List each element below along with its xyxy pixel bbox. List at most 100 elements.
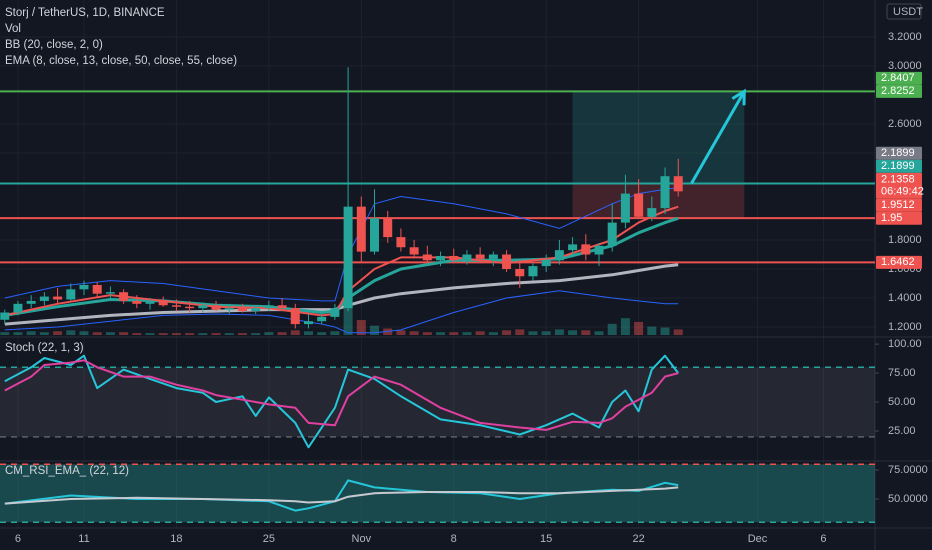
candle-body (330, 308, 340, 317)
candle-body (224, 308, 234, 310)
candle-body (343, 206, 353, 309)
candle-body (26, 300, 36, 304)
volume-bar (475, 331, 485, 335)
volume-bar (502, 330, 512, 335)
candle-body (237, 308, 247, 312)
candle-body (145, 300, 155, 304)
x-tick-label: 25 (263, 533, 275, 545)
volume-bar (462, 332, 472, 335)
candle-body (581, 244, 591, 255)
volume-bar (409, 331, 419, 335)
price-badge (876, 211, 922, 225)
candle-body (568, 244, 578, 251)
indicator-label: Vol (5, 23, 21, 35)
oscillator-line (4, 354, 679, 449)
candle-body (422, 254, 432, 261)
volume-bar (105, 332, 115, 335)
indicator-label: EMA (8, close, 13, close, 50, close, 55,… (5, 55, 237, 67)
candle-body (317, 316, 327, 322)
candle-body (515, 269, 525, 277)
volume-bar (317, 332, 327, 335)
price-badge-label: 2.1358 (881, 174, 915, 186)
candle-body (185, 306, 195, 309)
y-tick-label: 100.00 (888, 338, 922, 350)
price-badge-label: 1.9512 (881, 199, 915, 211)
volume-bar (290, 330, 300, 335)
candle-body (356, 206, 366, 252)
indicator-line (4, 263, 679, 326)
volume-bar (158, 333, 168, 335)
candle-body (211, 305, 221, 310)
volume-bar (436, 332, 446, 335)
candle-body (502, 254, 512, 270)
y-tick-label: 25.00 (888, 425, 916, 437)
volume-bar (26, 331, 36, 335)
volume-bar (594, 331, 604, 335)
volume-bar (620, 318, 630, 335)
price-badge (876, 146, 922, 160)
indicator-label: BB (20, close, 2, 0) (5, 39, 103, 51)
volume-bar (132, 333, 142, 335)
candle-body (488, 254, 498, 259)
candle-body (53, 296, 63, 300)
volume-bar (647, 326, 657, 335)
price-badge-label: 1.95 (881, 212, 902, 224)
x-tick-label: Dec (748, 533, 768, 545)
volume-bar (396, 330, 406, 335)
position-arrow (690, 90, 746, 185)
y-tick-label: 3.2000 (888, 31, 922, 43)
x-tick-label: 18 (170, 533, 182, 545)
candle-body (634, 193, 644, 217)
y-tick-label: 50.00 (888, 396, 916, 408)
candle-body (0, 312, 10, 320)
candle-body (660, 176, 670, 209)
y-tick-label: 75.00 (888, 367, 916, 379)
volume-bar (449, 332, 459, 335)
volume-bar (581, 330, 591, 335)
volume-bar (79, 331, 89, 335)
volume-bar (673, 329, 683, 335)
x-tick-label: 11 (78, 533, 89, 545)
volume-bar (541, 331, 551, 335)
candle-body (132, 300, 142, 304)
candle-body (251, 308, 261, 312)
band-fill (0, 367, 875, 437)
candle-body (541, 260, 551, 267)
x-tick-label: 6 (15, 533, 21, 545)
volume-bar (145, 333, 155, 335)
candle-body (409, 247, 419, 255)
pane-title: Stoch (22, 1, 3) (5, 342, 84, 354)
indicator-line (4, 290, 679, 334)
candle-body (462, 254, 472, 261)
price-badge (876, 159, 922, 173)
volume-bar (224, 333, 234, 335)
price-badge-label: 1.6462 (881, 256, 915, 268)
volume-bar (185, 333, 195, 335)
volume-bar (198, 333, 208, 335)
price-badge-label: 2.8407 (881, 72, 915, 84)
countdown-label: 06:49:42 (881, 186, 924, 198)
x-tick-label: 15 (540, 533, 552, 545)
volume-bar (171, 333, 181, 335)
candle-body (66, 289, 76, 300)
price-badge-label: 2.8252 (881, 85, 915, 97)
candle-body (13, 303, 23, 313)
volume-bar (528, 331, 538, 335)
volume-bar (488, 332, 498, 335)
candle-body (290, 308, 300, 325)
candle-body (171, 305, 181, 307)
candle-body (647, 208, 657, 217)
volume-bar (370, 325, 380, 335)
price-badge (876, 198, 922, 212)
volume-bar (554, 329, 564, 335)
chart-title: Storj / TetherUS, 1D, BINANCE (5, 7, 165, 19)
volume-bar (660, 327, 670, 335)
candle-body (264, 305, 274, 309)
volume-bar (343, 307, 353, 335)
volume-bar (303, 331, 313, 335)
candle-body (436, 255, 446, 261)
candle-body (594, 245, 604, 255)
volume-bar (515, 329, 525, 335)
candle-body (449, 255, 459, 261)
